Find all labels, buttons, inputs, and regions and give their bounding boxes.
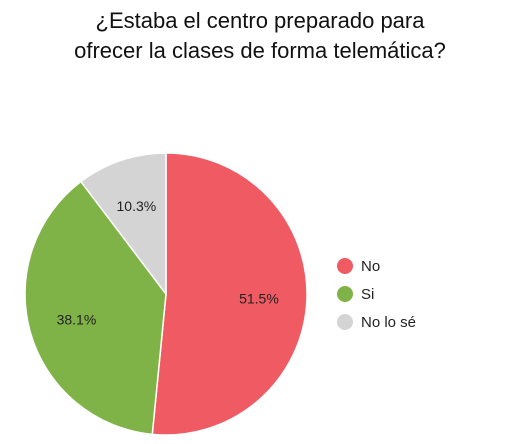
- legend-marker: [337, 286, 353, 302]
- slice-value-label: 51.5%: [239, 291, 279, 307]
- legend-marker: [337, 314, 353, 330]
- chart-title-line-1: ¿Estaba el centro preparado para: [95, 8, 425, 33]
- chart-title-line-2: ofrecer la clases de forma telemática?: [74, 38, 446, 63]
- chart-title: ¿Estaba el centro preparado para ofrecer…: [0, 6, 520, 66]
- pie-slice-no-lo-s-: [79, 152, 167, 297]
- slice-value-label: 10.3%: [117, 198, 157, 214]
- legend-label: No: [361, 258, 380, 275]
- pie-slice-si: [24, 180, 167, 436]
- pie-slice-no: [151, 152, 308, 436]
- legend-label: Si: [361, 286, 374, 303]
- legend-label: No lo sé: [361, 314, 416, 331]
- slice-value-label: 38.1%: [57, 311, 97, 327]
- pie-slices: [24, 152, 308, 436]
- legend: No Si No lo sé: [337, 258, 416, 331]
- legend-marker: [337, 258, 353, 274]
- pie-slice-labels: 51.5% 38.1% 10.3%: [57, 198, 279, 328]
